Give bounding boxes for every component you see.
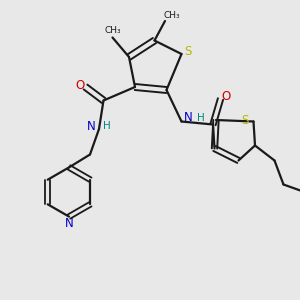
- Text: H: H: [197, 113, 205, 123]
- Text: N: N: [87, 119, 96, 133]
- Text: CH₃: CH₃: [163, 11, 180, 20]
- Text: S: S: [241, 113, 248, 127]
- Text: N: N: [64, 217, 74, 230]
- Text: H: H: [103, 121, 110, 131]
- Text: O: O: [76, 79, 85, 92]
- Text: S: S: [184, 45, 192, 58]
- Text: O: O: [221, 90, 230, 103]
- Text: CH₃: CH₃: [104, 26, 121, 35]
- Text: N: N: [184, 111, 193, 124]
